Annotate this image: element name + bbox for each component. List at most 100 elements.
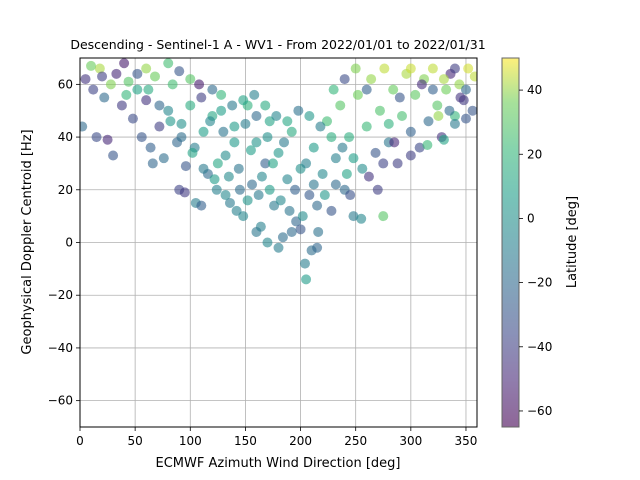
scatter-point xyxy=(167,79,178,90)
scatter-point xyxy=(337,142,348,153)
scatter-point xyxy=(313,226,324,237)
scatter-point xyxy=(356,213,367,224)
scatter-point xyxy=(304,110,315,121)
scatter-point xyxy=(218,126,229,137)
scatter-point xyxy=(121,89,132,100)
scatter-point xyxy=(132,68,143,79)
y-tick-label: 60 xyxy=(58,77,73,91)
scatter-point xyxy=(319,190,330,201)
colorbar-tick-label: 40 xyxy=(527,83,542,97)
scatter-point xyxy=(163,58,174,69)
scatter-point xyxy=(271,110,282,121)
colorbar-tick-label: −20 xyxy=(527,276,552,290)
scatter-point xyxy=(348,153,359,164)
scatter-point xyxy=(94,63,105,74)
scatter-point xyxy=(304,190,315,201)
y-tick-label: 40 xyxy=(58,130,73,144)
scatter-point xyxy=(242,195,253,206)
scatter-point xyxy=(224,197,235,208)
scatter-point xyxy=(370,147,381,158)
scatter-point xyxy=(361,121,372,132)
scatter-point xyxy=(438,74,449,85)
scatter-point xyxy=(275,195,286,206)
scatter-point xyxy=(299,258,310,269)
colorbar-tick-label: 0 xyxy=(527,211,535,225)
scatter-point xyxy=(374,105,385,116)
scatter-point xyxy=(405,126,416,137)
scatter-point xyxy=(211,184,222,195)
scatter-point xyxy=(341,168,352,179)
scatter-point xyxy=(233,163,244,174)
scatter-point xyxy=(262,132,273,143)
x-tick-label: 350 xyxy=(455,434,478,448)
colorbar-tick-label: 20 xyxy=(527,147,542,161)
scatter-point xyxy=(260,158,271,169)
scatter-point xyxy=(295,224,306,235)
scatter-point xyxy=(187,147,198,158)
scatter-point xyxy=(154,121,165,132)
scatter-point xyxy=(158,153,169,164)
scatter-point xyxy=(97,71,108,82)
scatter-point xyxy=(145,142,156,153)
scatter-point xyxy=(154,100,165,111)
scatter-point xyxy=(372,184,383,195)
scatter-point xyxy=(198,163,209,174)
scatter-point xyxy=(308,179,319,190)
scatter-point xyxy=(432,100,443,111)
scatter-point xyxy=(143,84,154,95)
scatter-point xyxy=(326,132,337,143)
scatter-point xyxy=(317,168,328,179)
scatter-point xyxy=(422,139,433,150)
scatter-point xyxy=(176,132,187,143)
y-tick-label: −60 xyxy=(48,394,73,408)
scatter-point xyxy=(433,110,444,121)
chart-title: Descending - Sentinel-1 A - WV1 - From 2… xyxy=(70,37,485,52)
scatter-point xyxy=(196,92,207,103)
scatter-point xyxy=(301,274,312,285)
scatter-point xyxy=(80,121,88,132)
x-axis-ticks: 0 50 100 150 200 250 300 350 xyxy=(76,427,477,448)
scatter-point xyxy=(249,89,260,100)
scatter-point xyxy=(273,242,284,253)
colorbar-tick-label: −60 xyxy=(527,404,552,418)
scatter-point xyxy=(179,187,190,198)
x-tick-label: 100 xyxy=(179,434,202,448)
scatter-point xyxy=(378,211,389,222)
scatter-point xyxy=(260,100,271,111)
scatter-point xyxy=(449,118,460,129)
scatter-point xyxy=(227,100,238,111)
y-tick-label: −40 xyxy=(48,341,73,355)
scatter-point xyxy=(460,84,471,95)
scatter-point xyxy=(207,84,218,95)
scatter-point xyxy=(469,71,477,82)
y-axis-ticks: −60 −40 −20 0 20 40 60 xyxy=(48,77,80,408)
scatter-point xyxy=(423,116,434,127)
scatter-point xyxy=(328,84,339,95)
scatter-point xyxy=(427,63,438,74)
scatter-point xyxy=(149,71,160,82)
scatter-point xyxy=(326,205,337,216)
scatter-point xyxy=(282,174,293,185)
scatter-point xyxy=(176,118,187,129)
scatter-point xyxy=(99,92,110,103)
y-tick-label: 0 xyxy=(65,236,73,250)
scatter-point xyxy=(410,89,421,100)
scatter-point xyxy=(416,79,427,90)
scatter-point xyxy=(441,84,452,95)
scatter-point xyxy=(363,171,374,182)
scatter-point xyxy=(102,134,113,145)
scatter-point xyxy=(405,63,416,74)
scatter-point xyxy=(383,118,394,129)
scatter-point xyxy=(290,184,301,195)
scatter-point xyxy=(108,150,119,161)
scatter-point xyxy=(273,147,284,158)
scatter-point xyxy=(449,63,460,74)
scatter-point xyxy=(361,84,372,95)
scatter-point xyxy=(238,95,249,106)
scatter-point xyxy=(136,132,147,143)
scatter-point xyxy=(251,137,262,148)
scatter-point xyxy=(209,174,220,185)
colorbar-label: Latitude [deg] xyxy=(565,196,580,288)
scatter-point xyxy=(345,190,356,201)
scatter-point xyxy=(348,211,359,222)
